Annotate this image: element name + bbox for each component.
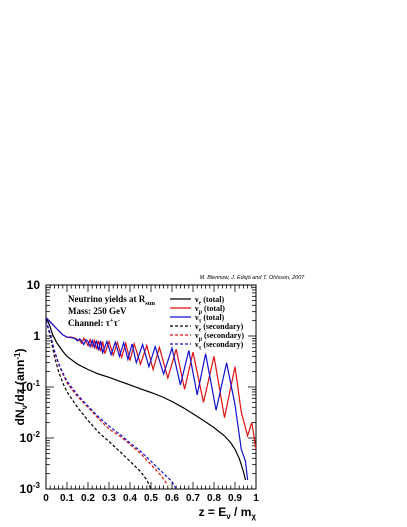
x-tick-label: 0.7 xyxy=(186,493,200,504)
legend-label: νμ (total) xyxy=(194,304,225,316)
author-credit: M. Blennow, J. Edsjö and T. Ohlsson, 200… xyxy=(200,275,306,281)
x-tick-label: 0.3 xyxy=(102,493,116,504)
series-line-4 xyxy=(46,320,169,486)
x-axis-label: z = Eν / mχ xyxy=(199,505,257,521)
x-tick-label: 0.9 xyxy=(228,493,242,504)
y-axis-label: dNν/dz (ann-1) xyxy=(13,349,29,426)
y-tick-label: 10-2 xyxy=(20,430,41,445)
legend-label: ντ (secondary) xyxy=(194,340,244,352)
info-title: Neutrino yields at Rsun xyxy=(68,294,155,307)
x-tick-label: 0.6 xyxy=(165,493,179,504)
y-tick-labels: 10 1 10-1 10-2 10-3 xyxy=(20,278,41,496)
x-tick-label: 0.2 xyxy=(81,493,95,504)
info-mass: Mass: 250 GeV xyxy=(68,306,127,316)
info-box: Neutrino yields at Rsun Mass: 250 GeV Ch… xyxy=(68,294,155,328)
legend-label: ντ (total) xyxy=(194,313,225,325)
y-tick-label: 1 xyxy=(33,329,40,343)
x-tick-labels: 0 0.1 0.2 0.3 0.4 0.5 0.6 0.7 0.8 0.9 1 xyxy=(43,493,259,504)
legend-label: νμ (secondary) xyxy=(194,331,244,343)
y-tick-label: 10 xyxy=(27,278,41,292)
info-channel: Channel: τ+τ- xyxy=(68,317,120,328)
series-line-0 xyxy=(46,318,247,481)
series-line-5 xyxy=(46,320,177,489)
x-tick-label: 0.1 xyxy=(60,493,74,504)
x-tick-label: 0.5 xyxy=(144,493,158,504)
legend: νe (total)νμ (total)ντ (total)νe (second… xyxy=(170,295,244,352)
axis-ticks xyxy=(45,285,257,490)
legend-label: νe (total) xyxy=(194,295,224,307)
y-tick-label: 10-3 xyxy=(20,481,41,496)
x-tick-label: 0 xyxy=(43,493,49,504)
x-tick-label: 0.4 xyxy=(123,493,137,504)
series-curves xyxy=(46,317,256,489)
x-tick-label: 1 xyxy=(253,493,259,504)
series-line-2 xyxy=(46,317,249,481)
y-tick-label: 10-1 xyxy=(20,379,41,394)
series-line-3 xyxy=(46,320,152,489)
x-tick-label: 0.8 xyxy=(207,493,221,504)
legend-label: νe (secondary) xyxy=(194,322,244,334)
